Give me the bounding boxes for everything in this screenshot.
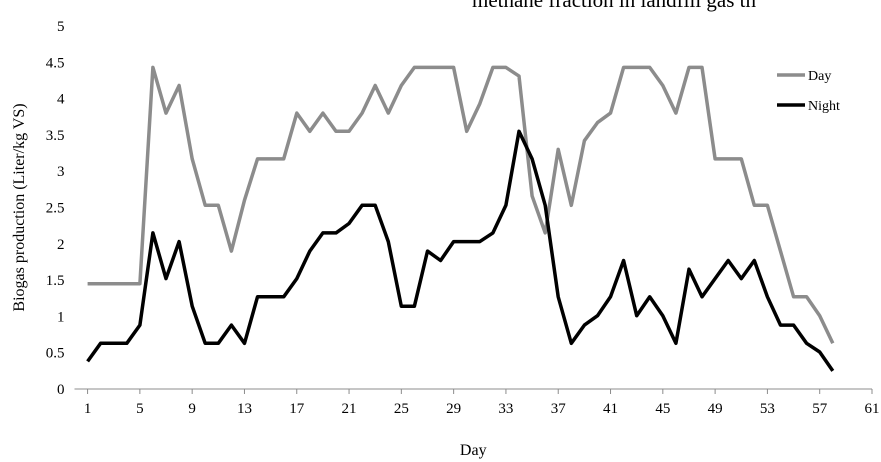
x-tick-label: 17 xyxy=(289,401,305,417)
legend-label-night: Night xyxy=(808,99,840,114)
clipped-header-text: methane fraction in landfill gas th xyxy=(472,0,756,12)
y-tick-label: 0.5 xyxy=(46,346,65,362)
y-tick-label: 0 xyxy=(57,382,65,398)
x-tick-label: 25 xyxy=(394,401,409,417)
y-tick-label: 3 xyxy=(57,164,65,180)
y-axis-ticks: 0 0.5 1 1.5 2 2.5 3 3.5 4 4.5 5 xyxy=(46,19,65,398)
y-tick-label: 4 xyxy=(57,92,65,108)
series-line-night xyxy=(86,129,835,372)
x-tick-label: 29 xyxy=(446,401,461,417)
y-tick-label: 1.5 xyxy=(46,273,65,289)
y-axis-title: Biogas production (Liter/kg VS) xyxy=(11,103,28,311)
x-tick-label: 1 xyxy=(84,401,92,417)
x-tick-label: 33 xyxy=(498,401,513,417)
x-tick-label: 57 xyxy=(812,401,828,417)
x-tick-label: 37 xyxy=(551,401,567,417)
legend: Day Night xyxy=(777,69,840,114)
legend-label-day: Day xyxy=(808,69,831,84)
x-axis-title: Day xyxy=(460,442,487,459)
x-tick-label: 41 xyxy=(603,401,618,417)
x-tick-label: 21 xyxy=(342,401,357,417)
series-line-day xyxy=(87,65,835,345)
y-tick-label: 2.5 xyxy=(46,201,65,217)
y-tick-label: 3.5 xyxy=(46,128,65,144)
x-tick-label: 9 xyxy=(188,401,196,417)
x-tick-label: 45 xyxy=(655,401,670,417)
x-tick-label: 13 xyxy=(237,401,252,417)
x-tick-label: 5 xyxy=(136,401,144,417)
y-tick-label: 4.5 xyxy=(46,55,65,71)
y-tick-label: 1 xyxy=(57,309,65,325)
x-tick-label: 61 xyxy=(865,401,880,417)
series-lines xyxy=(86,65,835,372)
y-tick-label: 2 xyxy=(57,237,65,253)
x-axis-ticks: 1 5 9 13 17 21 25 29 33 37 41 45 49 53 57 61 xyxy=(84,389,880,417)
x-tick-label: 49 xyxy=(708,401,723,417)
x-tick-label: 53 xyxy=(760,401,775,417)
y-tick-label: 5 xyxy=(57,19,65,35)
